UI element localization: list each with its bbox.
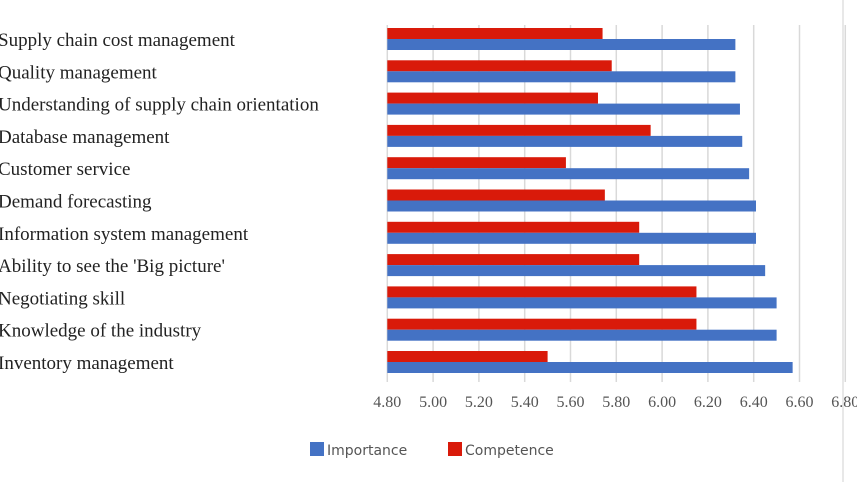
category-label: Demand forecasting <box>0 192 152 213</box>
category-label: Knowledge of the industry <box>0 321 202 342</box>
bar-importance <box>387 200 756 212</box>
x-tick-label: 5.60 <box>557 394 585 411</box>
legend-label-importance: Importance <box>327 443 407 459</box>
x-tick-label: 6.80 <box>831 394 857 411</box>
bar-competence <box>387 351 548 362</box>
bar-competence <box>387 157 566 169</box>
category-label: Supply chain cost management <box>0 30 236 51</box>
bar-importance <box>387 329 777 341</box>
x-tick-label: 5.00 <box>419 394 447 411</box>
bar-importance <box>387 71 736 83</box>
category-label: Database management <box>0 127 170 148</box>
legend-swatch-importance <box>310 442 324 456</box>
category-label: Understanding of supply chain orientatio… <box>0 95 319 116</box>
category-label: Ability to see the 'Big picture' <box>0 256 225 277</box>
legend-label-competence: Competence <box>465 443 554 459</box>
bar-competence <box>387 318 697 330</box>
category-labels: Supply chain cost management Quality mana… <box>0 30 319 374</box>
x-tick-label: 5.20 <box>465 394 493 411</box>
legend: Importance Competence <box>310 442 554 459</box>
bar-competence <box>387 124 651 136</box>
bar-competence <box>387 254 640 266</box>
bar-importance <box>387 39 736 50</box>
category-label: Information system management <box>0 224 249 245</box>
category-label: Quality management <box>0 62 158 83</box>
bar-competence <box>387 28 603 39</box>
bar-competence <box>387 221 640 233</box>
x-tick-label: 6.20 <box>694 394 722 411</box>
x-tick-label: 6.00 <box>648 394 676 411</box>
category-label: Inventory management <box>0 353 174 374</box>
bar-importance <box>387 297 777 309</box>
bar-competence <box>387 189 605 201</box>
bar-competence <box>387 92 598 104</box>
category-label: Customer service <box>0 159 130 180</box>
bar-importance <box>387 232 756 244</box>
bar-importance <box>387 265 766 277</box>
x-tick-label: 6.60 <box>786 394 814 411</box>
bars <box>387 28 793 373</box>
bar-importance <box>387 135 743 147</box>
bar-competence <box>387 60 612 72</box>
x-tick-label: 6.40 <box>740 394 768 411</box>
x-tick-label: 5.80 <box>602 394 630 411</box>
legend-swatch-competence <box>448 442 462 456</box>
bar-importance <box>387 103 740 115</box>
bar-competence <box>387 286 697 298</box>
x-tick-label: 5.40 <box>511 394 539 411</box>
x-tick-label: 4.80 <box>373 394 401 411</box>
bar-importance <box>387 168 750 180</box>
bar-importance <box>387 362 793 373</box>
x-tick-labels: 4.80 5.00 5.20 5.40 5.60 5.80 6.00 6.20 6.40 6.60… <box>373 394 857 411</box>
category-label: Negotiating skill <box>0 288 125 309</box>
